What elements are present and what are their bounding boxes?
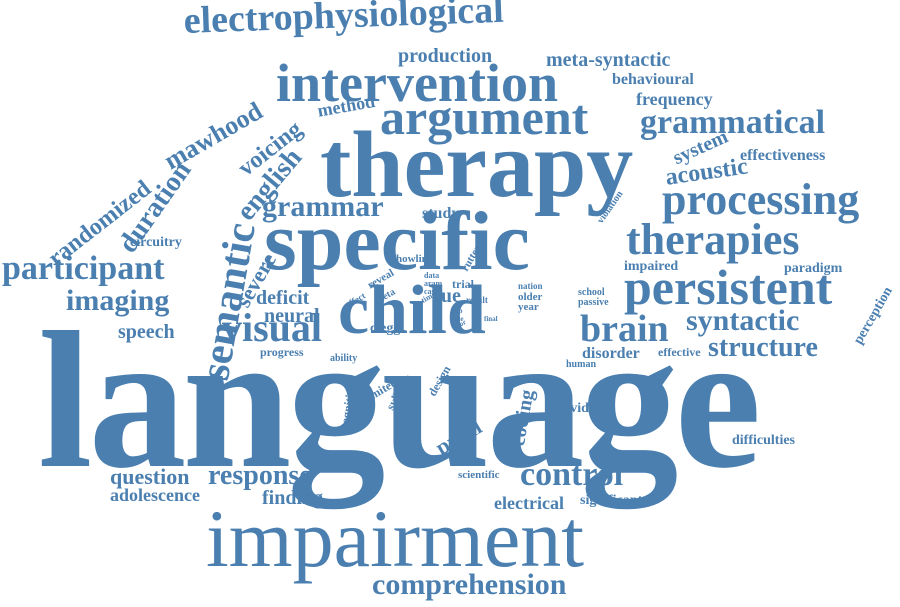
word-brain: brain [580, 308, 669, 350]
word-language: language [38, 292, 761, 509]
word-scientific: scientific [458, 469, 500, 481]
word-response: response [208, 460, 312, 491]
word-question: question [110, 464, 190, 489]
word-deficit: deficit [256, 287, 310, 309]
word-disorder: disorder [582, 345, 640, 362]
word-processing: processing [662, 175, 860, 224]
word-year: year [518, 301, 539, 313]
word-difficulties: difficulties [732, 433, 795, 448]
word-therapy: therapy [320, 113, 634, 217]
word-older: older [518, 291, 543, 303]
word-child: child [338, 272, 486, 349]
word-adolescence: adolescence [110, 485, 200, 505]
word-electrophysiological: electrophysiological [182, 0, 505, 42]
word-paradigm: paradigm [784, 261, 843, 276]
word-significant: significant [580, 493, 643, 508]
word-case: case [424, 287, 439, 296]
word-control: control [520, 456, 624, 493]
word-ability: ability [330, 353, 358, 364]
word-effective: effective [658, 345, 701, 359]
word-therapies: therapies [626, 215, 800, 264]
word-clegg: clegg [370, 321, 401, 336]
word-progress: progress [260, 345, 304, 359]
word-final: final [484, 315, 498, 323]
word-comprehension: comprehension [372, 568, 567, 601]
word-human: human [566, 359, 597, 370]
word-aram: aram [424, 279, 443, 288]
word-howlin: howlin [396, 253, 428, 265]
word-passive: passive [578, 297, 609, 308]
word-visual: visual [222, 305, 323, 350]
word-school: school [578, 287, 605, 298]
word-imaging: imaging [66, 284, 170, 317]
word-exp: exp [452, 307, 463, 315]
word-electrical: electrical [494, 493, 564, 513]
word-cue: cue [432, 285, 461, 307]
word-frequency: frequency [636, 89, 713, 109]
word-neural: neural [264, 305, 320, 327]
word-perception: perception [851, 284, 896, 347]
word-speech: speech [118, 321, 175, 343]
word-grammar: grammar [262, 190, 384, 223]
word-role: role [452, 315, 464, 323]
word-specific: specific [264, 195, 530, 288]
word-result: result [466, 295, 488, 305]
word-grammatical: grammatical [640, 104, 826, 141]
word-data: data [424, 271, 440, 280]
word-persistent: persistent [624, 259, 833, 315]
word-trial: trial [452, 277, 474, 291]
word-production: production [398, 45, 493, 67]
word-impaired: impaired [624, 259, 679, 274]
word-structure: structure [708, 332, 818, 363]
word-circuitry: circuitry [130, 235, 182, 250]
word-finding: finding [262, 487, 324, 509]
word-meta-syntactic: meta-syntactic [546, 49, 671, 71]
word-impairment: impairment [206, 493, 585, 584]
word-effectiveness: effectiveness [740, 147, 826, 164]
word-intervention: intervention [276, 53, 558, 113]
word-argument: argument [380, 89, 589, 145]
word-syntactic: syntactic [686, 304, 800, 337]
word-participant: participant [2, 250, 165, 287]
word-study: study [422, 205, 460, 222]
word-behavioural: behavioural [612, 71, 694, 88]
word-evidence: evidence [564, 401, 616, 416]
word-nation: nation [518, 281, 543, 291]
